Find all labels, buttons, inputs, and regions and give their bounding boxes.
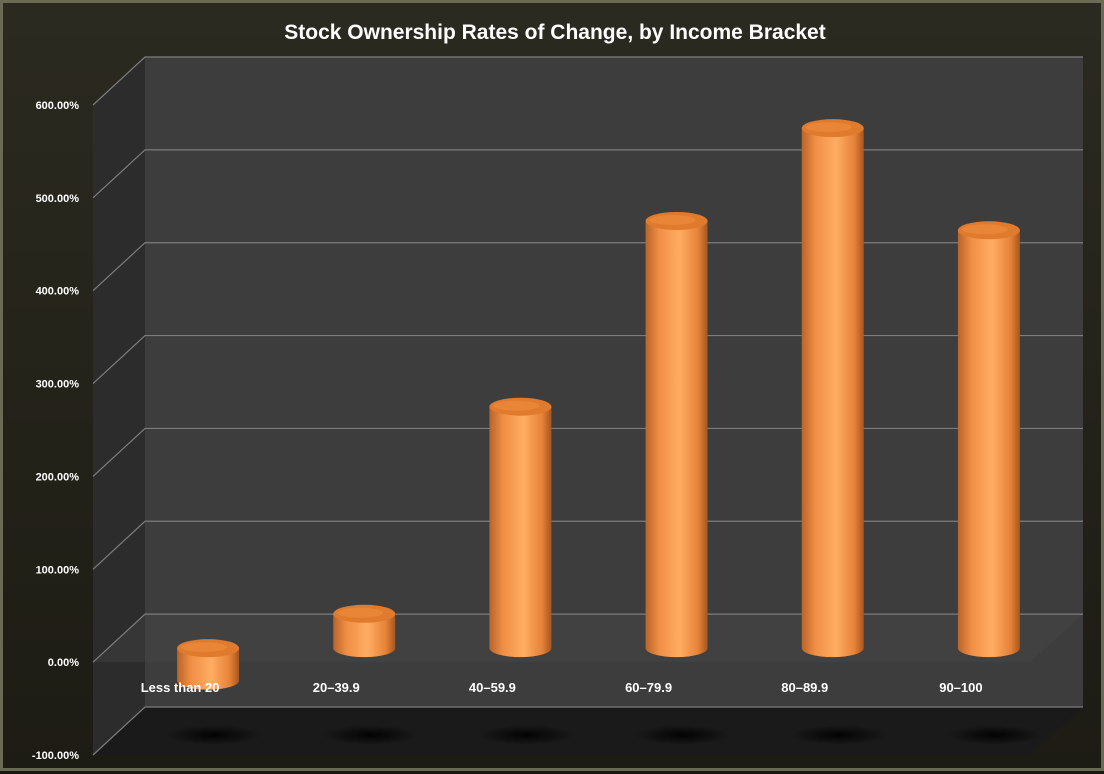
x-category-label: 20–39.9 bbox=[313, 680, 360, 695]
gridline bbox=[92, 706, 1083, 756]
y-tick-label: 500.00% bbox=[36, 193, 80, 205]
y-tick-label: 0.00% bbox=[48, 657, 79, 669]
x-category-label: 40–59.9 bbox=[469, 680, 516, 695]
bar-body bbox=[489, 406, 552, 658]
chart-title: Stock Ownership Rates of Change, by Inco… bbox=[284, 21, 825, 44]
bar-shadow bbox=[322, 725, 419, 745]
bar bbox=[957, 221, 1020, 658]
gridline bbox=[92, 334, 1083, 385]
x-category-label: 80–89.9 bbox=[781, 680, 828, 695]
bar bbox=[645, 212, 708, 658]
bars bbox=[177, 119, 1020, 690]
x-category-label: 60–79.9 bbox=[625, 680, 672, 695]
bar bbox=[333, 604, 396, 658]
y-tick-label: 300.00% bbox=[36, 379, 80, 391]
bar-top-highlight bbox=[649, 215, 696, 225]
y-tick-label: -100.00% bbox=[32, 750, 79, 762]
x-category-label: 90–100 bbox=[939, 680, 982, 695]
gridline bbox=[92, 56, 1083, 106]
x-axis-category-labels: Less than 20 20–39.9 40–59.9 60–79.9 80–89.9… bbox=[141, 680, 983, 695]
bar-body bbox=[645, 221, 708, 658]
bar-shadow bbox=[166, 725, 263, 745]
bar-body bbox=[333, 613, 396, 658]
bar-shadow bbox=[478, 725, 575, 745]
zero-plane bbox=[93, 614, 1083, 663]
bar-shadow bbox=[790, 725, 887, 745]
gridline bbox=[92, 149, 1083, 199]
bar-body bbox=[177, 648, 240, 690]
bar bbox=[801, 119, 864, 658]
gridline bbox=[92, 613, 1083, 663]
chart-canvas: -100.00% 0.00% 100.00% 200.00% 300.00% 400.00… bbox=[32, 21, 1083, 762]
bar-body bbox=[957, 230, 1020, 658]
bar-top-highlight bbox=[181, 642, 228, 653]
y-tick-label: 600.00% bbox=[36, 100, 80, 112]
bar-shadow bbox=[946, 725, 1043, 745]
x-category-label: Less than 20 bbox=[141, 680, 220, 695]
bar-shadow bbox=[634, 725, 731, 745]
gridline bbox=[92, 520, 1083, 570]
side-wall bbox=[93, 57, 145, 755]
bar-top-highlight bbox=[493, 400, 540, 411]
bar bbox=[489, 397, 552, 658]
bar-top-highlight bbox=[961, 224, 1008, 235]
y-tick-label: 400.00% bbox=[36, 286, 80, 298]
bar-shadows bbox=[166, 725, 1043, 745]
bar-top-highlight bbox=[337, 607, 384, 618]
y-axis-tick-labels: -100.00% 0.00% 100.00% 200.00% 300.00% 400.00… bbox=[32, 100, 79, 762]
bar-body bbox=[801, 128, 864, 658]
y-tick-label: 100.00% bbox=[36, 564, 80, 576]
chart-walls bbox=[93, 57, 1083, 755]
gridlines bbox=[92, 56, 1083, 756]
y-tick-label: 200.00% bbox=[36, 471, 80, 483]
gridline bbox=[92, 427, 1083, 477]
bar-top-highlight bbox=[805, 122, 852, 133]
back-wall bbox=[145, 57, 1083, 707]
bar bbox=[177, 639, 240, 690]
gridline bbox=[92, 242, 1083, 292]
